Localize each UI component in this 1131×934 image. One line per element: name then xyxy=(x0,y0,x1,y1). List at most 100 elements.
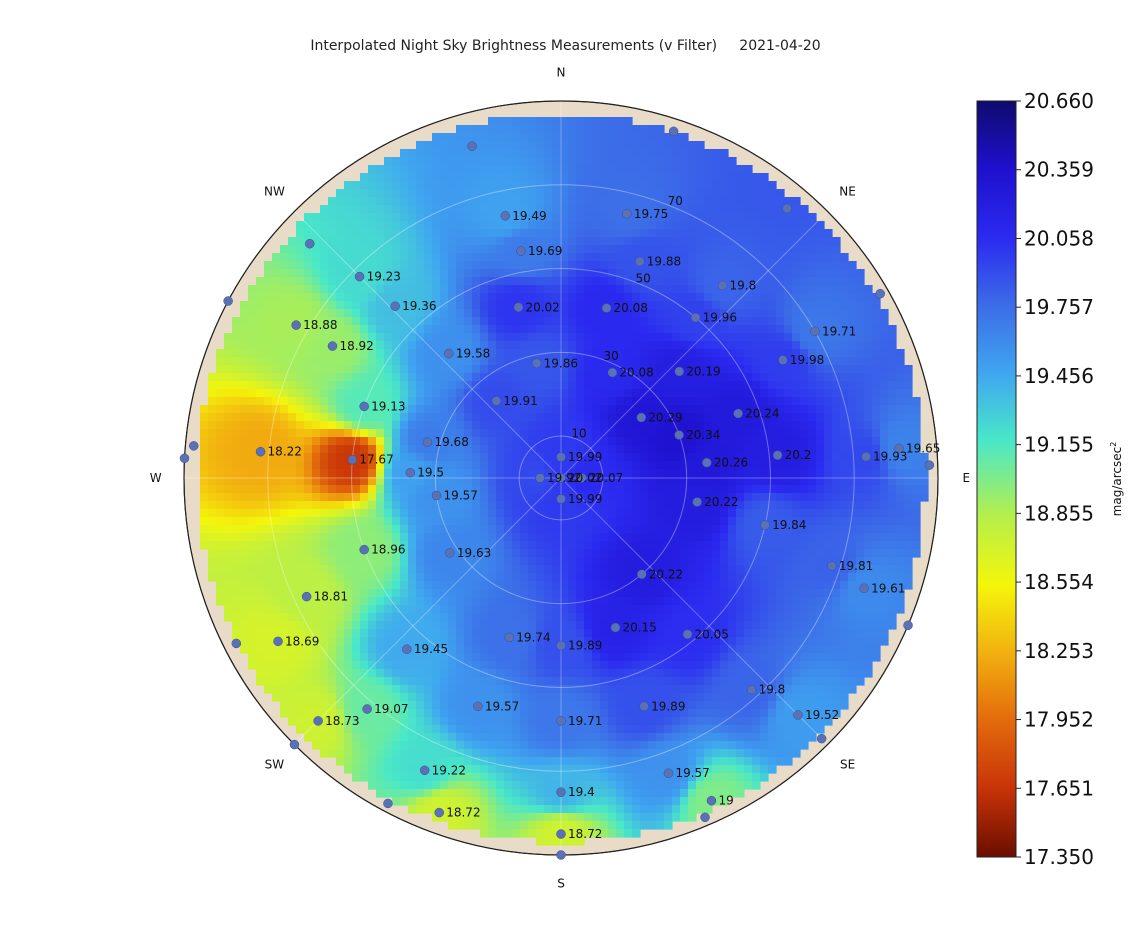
value-label: 18.81 xyxy=(314,590,348,604)
value-label: 19.4 xyxy=(568,785,595,799)
grid-spoke xyxy=(560,477,828,745)
value-label: 20.02 xyxy=(568,471,602,485)
colorbar-tick-label: 18.855 xyxy=(1024,501,1094,525)
value-label: 19.61 xyxy=(871,581,905,595)
measurement-point xyxy=(431,490,442,501)
measurement-point xyxy=(778,355,788,365)
measurement-point xyxy=(637,569,647,580)
ring-label: 70 xyxy=(668,194,683,208)
value-label: 19 xyxy=(718,794,733,808)
measurement-point xyxy=(746,684,757,695)
value-label: 20.07 xyxy=(589,471,623,485)
measurement-point xyxy=(556,829,566,839)
measurement-point xyxy=(444,348,454,359)
measurement-point xyxy=(556,640,566,651)
measurement-point xyxy=(556,716,566,726)
measurement-point xyxy=(301,591,312,602)
colorbar-tick-label: 18.554 xyxy=(1024,570,1094,594)
value-label: 19.89 xyxy=(568,639,602,653)
measurement-point xyxy=(859,583,869,594)
compass-label: SW xyxy=(265,758,285,772)
compass-label: SE xyxy=(840,758,855,772)
value-label: 19.93 xyxy=(873,450,907,464)
measurement-point xyxy=(327,341,338,351)
measurement-point xyxy=(513,302,524,313)
measurement-point xyxy=(875,288,885,299)
grid-spoke xyxy=(294,211,562,479)
value-label: 18.73 xyxy=(325,714,359,728)
measurement-point xyxy=(556,473,566,483)
value-label: 19.49 xyxy=(512,209,546,223)
measurement-points xyxy=(179,126,935,860)
value-label: 19.88 xyxy=(647,255,681,269)
value-label: 20.08 xyxy=(619,366,653,380)
ring-label: 10 xyxy=(571,426,586,440)
measurement-point xyxy=(577,473,587,483)
compass-label: NE xyxy=(839,184,856,198)
measurement-point xyxy=(313,716,323,726)
value-label: 20.08 xyxy=(614,301,648,315)
value-label: 18.72 xyxy=(568,827,602,841)
measurement-point xyxy=(706,795,717,806)
grid-spoke xyxy=(560,211,828,479)
grid-ring xyxy=(267,184,855,772)
compass-label: E xyxy=(962,471,970,485)
measurement-point xyxy=(674,430,684,440)
measurement-point xyxy=(674,366,685,377)
polar-grid: 10 30 50 70 xyxy=(183,100,939,856)
colorbar-tick-label: 17.350 xyxy=(1024,845,1094,869)
measurement-point xyxy=(223,296,233,306)
value-label: 19.57 xyxy=(444,488,478,502)
value-label: 19.71 xyxy=(568,714,602,728)
colorbar-tick-label: 19.456 xyxy=(1024,364,1094,388)
measurement-point xyxy=(668,126,679,137)
value-label: 19.99 xyxy=(568,492,602,506)
value-label: 20.2 xyxy=(785,448,812,462)
value-label: 19.91 xyxy=(503,394,537,408)
measurement-point xyxy=(359,544,369,555)
measurement-point xyxy=(636,412,647,423)
ring-label: 30 xyxy=(603,349,618,363)
value-label: 19.52 xyxy=(805,708,839,722)
measurement-point xyxy=(556,787,566,797)
measurement-point xyxy=(690,312,701,323)
measurement-point xyxy=(663,768,674,778)
colorbar-tick-label: 20.058 xyxy=(1024,226,1094,250)
measurement-point xyxy=(422,437,433,447)
measurement-point xyxy=(535,473,545,483)
value-label: 20.05 xyxy=(695,627,729,641)
value-label: 19.63 xyxy=(457,546,491,560)
colorbar-tick-label: 20.660 xyxy=(1024,89,1094,113)
measurement-point xyxy=(362,704,372,714)
value-labels: 20.02 19.99 19.92 20.07 19.99 19.49 19.75 19.69… xyxy=(268,207,941,841)
measurement-point xyxy=(861,451,871,462)
measurement-point xyxy=(782,203,792,214)
colorbar-tick-label: 17.952 xyxy=(1024,708,1094,732)
compass-label: N xyxy=(557,66,566,80)
measurement-point xyxy=(700,812,710,823)
measurement-point xyxy=(760,520,770,530)
brightness-field xyxy=(200,117,929,846)
value-label: 17.67 xyxy=(359,453,393,467)
measurement-point xyxy=(702,457,712,468)
colorbar-tick-label: 19.155 xyxy=(1024,433,1094,457)
measurement-point xyxy=(772,450,783,460)
colorbar: 20.660 20.359 20.058 19.757 19.456 19.155 18.8… xyxy=(976,89,1124,869)
colorbar-tick-label: 20.359 xyxy=(1024,158,1094,182)
measurement-point xyxy=(556,494,566,504)
value-label: 19.57 xyxy=(675,766,709,780)
measurement-point xyxy=(793,710,803,720)
value-label: 20.19 xyxy=(686,364,720,378)
value-label: 19.65 xyxy=(906,441,940,455)
measurement-point xyxy=(179,453,190,464)
value-label: 18.96 xyxy=(371,543,405,557)
value-label: 19.5 xyxy=(417,466,444,480)
measurement-point xyxy=(359,401,369,412)
measurement-point xyxy=(682,629,693,640)
measurement-point xyxy=(601,303,612,313)
measurement-point xyxy=(827,561,837,571)
measurement-point xyxy=(189,441,199,451)
value-label: 18.92 xyxy=(339,339,373,353)
measurement-point xyxy=(383,798,393,809)
measurement-point xyxy=(500,211,511,221)
